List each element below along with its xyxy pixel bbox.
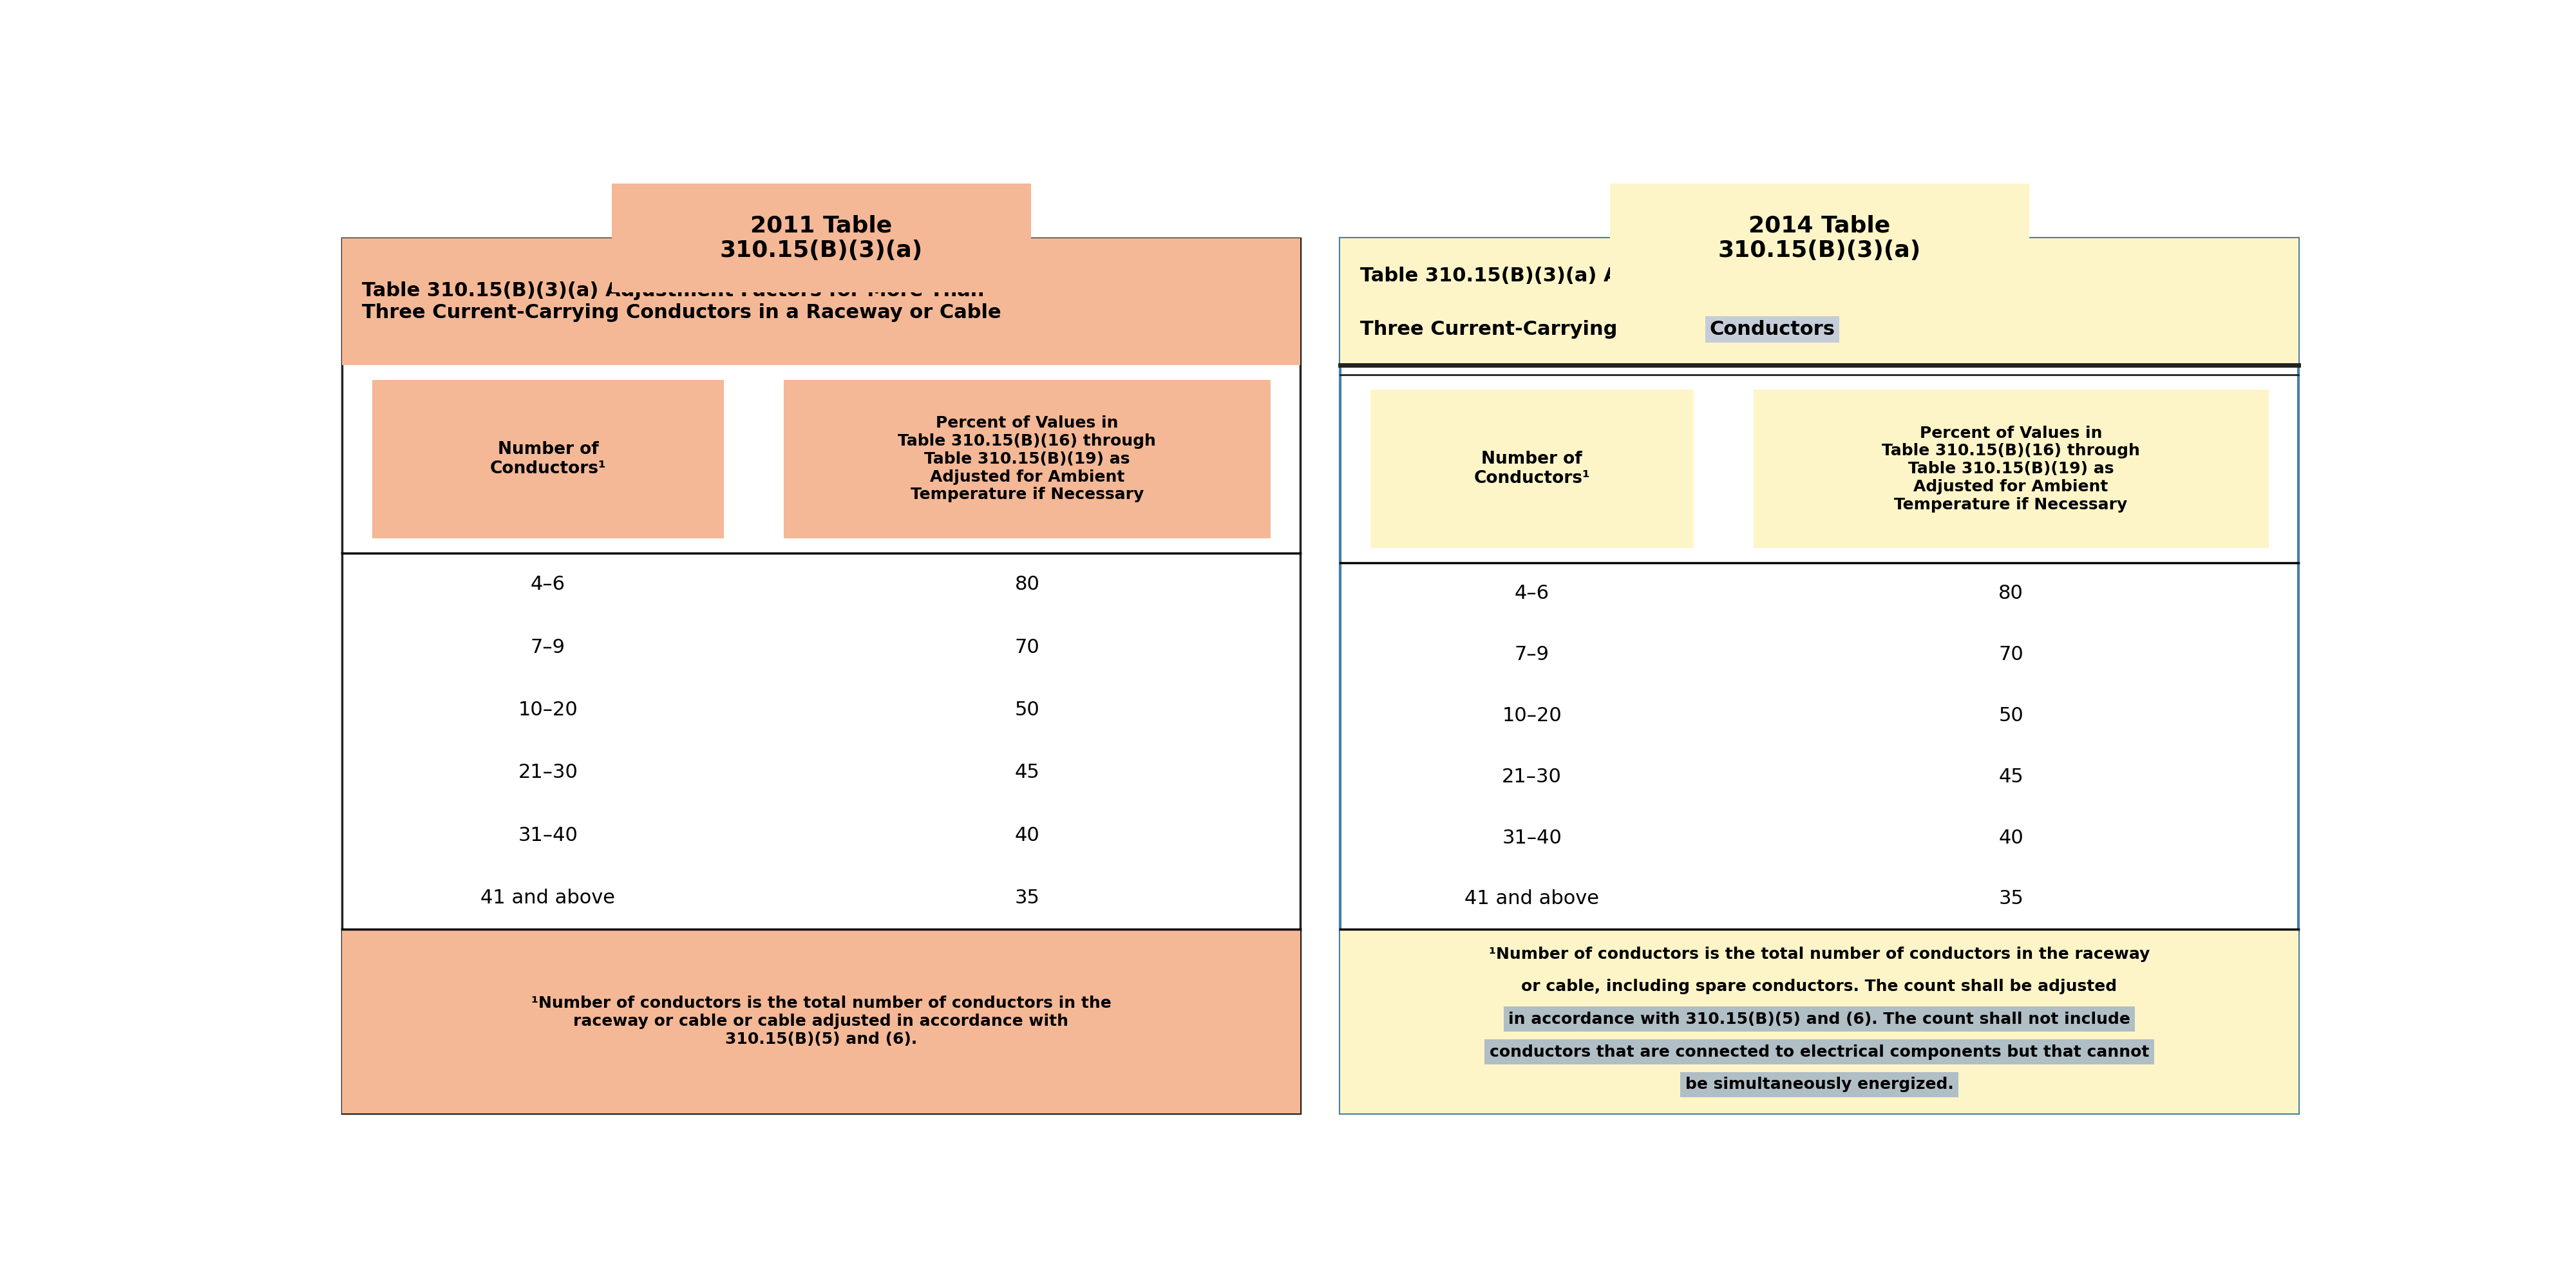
- Text: 45: 45: [1015, 763, 1041, 782]
- Text: 2011 Table
310.15(B)(3)(a): 2011 Table 310.15(B)(3)(a): [719, 214, 922, 262]
- Bar: [343, 238, 1301, 1113]
- Text: 35: 35: [1999, 890, 2025, 908]
- Text: 70: 70: [1999, 646, 2022, 664]
- Text: 45: 45: [1999, 768, 2022, 786]
- Bar: [1370, 390, 1692, 548]
- Text: 40: 40: [1015, 826, 1041, 845]
- Text: Number of
Conductors¹: Number of Conductors¹: [1473, 451, 1589, 487]
- Bar: [1340, 238, 2298, 1113]
- Text: Table 310.15(B)(3)(a) Adjustment Factors for More Than: Table 310.15(B)(3)(a) Adjustment Factors…: [1360, 267, 1984, 285]
- Text: Number of
Conductors¹: Number of Conductors¹: [489, 440, 605, 478]
- Text: Three Current-Carrying: Three Current-Carrying: [1360, 320, 1625, 339]
- Bar: [343, 238, 1301, 365]
- Text: conductors that are connected to electrical components but that cannot: conductors that are connected to electri…: [1489, 1044, 2148, 1059]
- Text: Table 310.15(B)(3)(a) Adjustment Factors for More Than
Three Current-Carrying Co: Table 310.15(B)(3)(a) Adjustment Factors…: [361, 281, 1002, 322]
- Text: 41 and above: 41 and above: [1466, 890, 1600, 908]
- Text: 21–30: 21–30: [518, 763, 577, 782]
- Text: ¹Number of conductors is the total number of conductors in the raceway: ¹Number of conductors is the total numbe…: [1489, 946, 2151, 962]
- Text: Conductors: Conductors: [1710, 320, 1834, 339]
- Text: 35: 35: [1015, 889, 1041, 908]
- Text: 80: 80: [1999, 584, 2025, 603]
- Text: 2014 Table
310.15(B)(3)(a): 2014 Table 310.15(B)(3)(a): [1718, 214, 1922, 262]
- Text: 21–30: 21–30: [1502, 768, 1561, 786]
- Bar: [1610, 184, 2030, 293]
- Text: 50: 50: [1999, 706, 2022, 725]
- Text: ¹Number of conductors is the total number of conductors in the
raceway or cable : ¹Number of conductors is the total numbe…: [531, 995, 1110, 1046]
- Text: 10–20: 10–20: [1502, 706, 1561, 725]
- Text: 41 and above: 41 and above: [482, 889, 616, 908]
- Text: 70: 70: [1015, 638, 1041, 656]
- Text: or cable, including spare conductors. The count shall be adjusted: or cable, including spare conductors. Th…: [1522, 978, 2117, 994]
- Text: be simultaneously energized.: be simultaneously energized.: [1685, 1077, 1953, 1093]
- Bar: [343, 930, 1301, 1113]
- Text: 40: 40: [1999, 828, 2022, 847]
- Bar: [1340, 238, 2298, 365]
- Text: 7–9: 7–9: [1515, 646, 1548, 664]
- Bar: [611, 184, 1030, 293]
- Bar: [371, 380, 724, 538]
- Text: 80: 80: [1015, 575, 1041, 593]
- Text: Percent of Values in
Table 310.15(B)(16) through
Table 310.15(B)(19) as
Adjusted: Percent of Values in Table 310.15(B)(16)…: [1883, 425, 2141, 512]
- Bar: [783, 380, 1270, 538]
- Text: 10–20: 10–20: [518, 701, 577, 719]
- Text: 4–6: 4–6: [531, 575, 564, 593]
- Text: 7–9: 7–9: [531, 638, 564, 656]
- Text: 31–40: 31–40: [1502, 828, 1561, 847]
- Text: Percent of Values in
Table 310.15(B)(16) through
Table 310.15(B)(19) as
Adjusted: Percent of Values in Table 310.15(B)(16)…: [899, 416, 1157, 502]
- Text: 50: 50: [1015, 701, 1041, 719]
- Text: 4–6: 4–6: [1515, 584, 1548, 603]
- Bar: [1340, 930, 2298, 1113]
- Bar: [1754, 390, 2269, 548]
- Text: 31–40: 31–40: [518, 826, 577, 845]
- Text: in accordance with 310.15(B)(5) and (6). The count shall not include: in accordance with 310.15(B)(5) and (6).…: [1510, 1012, 2130, 1027]
